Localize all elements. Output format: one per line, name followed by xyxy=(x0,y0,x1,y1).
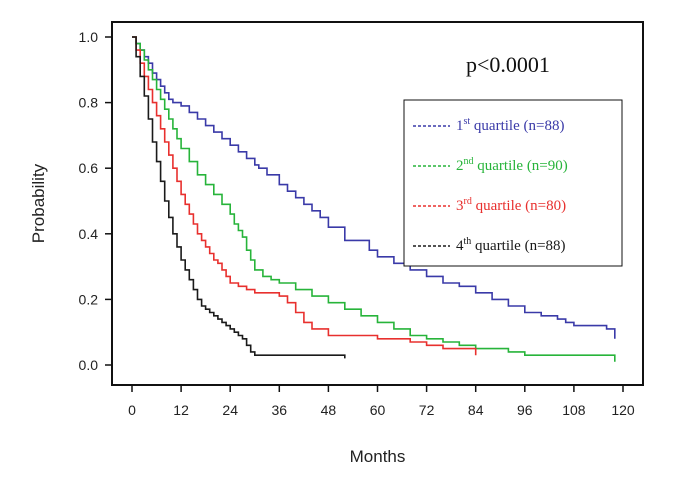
y-axis-label: Probability xyxy=(29,163,48,243)
series-lines xyxy=(132,36,616,362)
legend-label-text: quartile (n=90) xyxy=(474,158,568,174)
legend-label-text: quartile (n=88) xyxy=(470,118,564,134)
y-tick-label: 0.4 xyxy=(79,226,99,242)
legend-label-text: quartile (n=80) xyxy=(472,198,566,214)
series-line-4 xyxy=(132,36,346,359)
legend-label-superscript: nd xyxy=(464,156,474,167)
x-tick-label: 48 xyxy=(321,402,337,418)
legend-label-number: 2 xyxy=(456,158,464,174)
series-line-1 xyxy=(132,36,616,339)
y-tick-label: 1.0 xyxy=(79,29,99,45)
legend-label-number: 4 xyxy=(456,238,464,254)
x-tick-label: 72 xyxy=(419,402,435,418)
y-tick-label: 0.2 xyxy=(79,291,99,307)
y-tick-label: 0.6 xyxy=(79,160,99,176)
series-line-3 xyxy=(132,36,477,356)
series-line-2 xyxy=(132,36,616,362)
legend-label-superscript: st xyxy=(464,116,471,127)
legend-label-1: 1st quartile (n=88) xyxy=(456,116,564,134)
legend: 1st quartile (n=88) 2nd quartile (n=90) 3r… xyxy=(403,99,623,267)
legend-label-superscript: rd xyxy=(464,196,472,207)
legend-label-number: 3 xyxy=(456,198,464,214)
x-tick-label: 36 xyxy=(272,402,288,418)
x-tick-label: 60 xyxy=(370,402,386,418)
y-tick-label: 0.0 xyxy=(79,357,99,373)
x-tick-label: 0 xyxy=(128,402,136,418)
legend-label-4: 4th quartile (n=88) xyxy=(456,236,566,254)
legend-label-number: 1 xyxy=(456,118,464,134)
x-tick-label: 12 xyxy=(173,402,189,418)
legend-box xyxy=(403,99,623,267)
x-tick-label: 120 xyxy=(611,402,635,418)
legend-label-superscript: th xyxy=(464,236,472,247)
x-tick-label: 96 xyxy=(517,402,533,418)
x-axis-ticks: 0 12 24 36 48 60 72 84 96 108 120 xyxy=(128,385,635,418)
y-axis-ticks: 0.0 0.2 0.4 0.6 0.8 1.0 xyxy=(79,29,112,373)
p-value-annotation: p<0.0001 xyxy=(466,52,550,77)
x-tick-label: 24 xyxy=(222,402,238,418)
legend-label-text: quartile (n=88) xyxy=(471,238,565,254)
x-tick-label: 108 xyxy=(562,402,586,418)
y-tick-label: 0.8 xyxy=(79,95,99,111)
legend-label-3: 3rd quartile (n=80) xyxy=(456,196,566,214)
x-axis-label: Months xyxy=(350,447,406,466)
x-tick-label: 84 xyxy=(468,402,484,418)
legend-label-2: 2nd quartile (n=90) xyxy=(456,156,568,174)
